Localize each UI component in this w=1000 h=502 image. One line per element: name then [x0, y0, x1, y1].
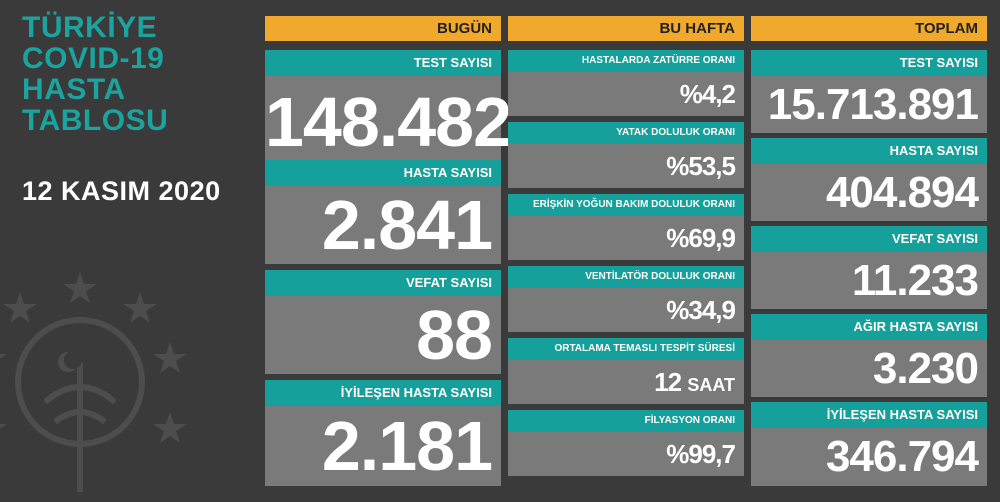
week-contact-card: ORTALAMA TEMASLI TESPİT SÜRESİ 12 SAAT	[508, 338, 744, 404]
week-ventilator-label: VENTİLATÖR DOLULUK ORANI	[508, 266, 744, 288]
total-critical-card: AĞIR HASTA SAYISI 3.230	[751, 314, 987, 397]
total-cases-value: 404.894	[825, 168, 979, 217]
today-cases-card: HASTA SAYISI 2.841	[265, 160, 501, 264]
total-deaths-value: 11.233	[851, 256, 979, 305]
total-critical-label: AĞIR HASTA SAYISI	[751, 314, 987, 340]
today-cases-value: 2.841	[321, 186, 493, 264]
today-header: BUGÜN	[265, 16, 501, 41]
page-title: TÜRKİYE COVID-19 HASTA TABLOSU	[22, 11, 169, 137]
total-test-label: TEST SAYISI	[751, 50, 987, 76]
total-test-card: TEST SAYISI 15.713.891	[751, 50, 987, 133]
total-deaths-card: VEFAT SAYISI 11.233	[751, 226, 987, 309]
today-test-label: TEST SAYISI	[265, 50, 501, 76]
total-recovered-value: 346.794	[825, 432, 979, 481]
week-contact-unit: SAAT	[687, 375, 735, 395]
week-bed-label: YATAK DOLULUK ORANI	[508, 122, 744, 144]
today-recovered-value: 2.181	[321, 407, 493, 485]
week-ventilator-value: %34,9	[666, 295, 736, 325]
total-test-value: 15.713.891	[767, 80, 979, 129]
week-pneumonia-value: %4,2	[679, 79, 736, 109]
week-filiation-label: FİLYASYON ORANI	[508, 410, 744, 432]
week-bed-card: YATAK DOLULUK ORANI %53,5	[508, 122, 744, 188]
total-recovered-label: İYİLEŞEN HASTA SAYISI	[751, 402, 987, 428]
week-pneumonia-card: HASTALARDA ZATÜRRE ORANI %4,2	[508, 50, 744, 116]
week-filiation-value: %99,7	[666, 439, 736, 469]
week-icu-label: ERİŞKİN YOĞUN BAKIM DOLULUK ORANI	[508, 194, 744, 216]
total-cases-card: HASTA SAYISI 404.894	[751, 138, 987, 221]
today-cases-label: HASTA SAYISI	[265, 160, 501, 186]
today-test-card: TEST SAYISI 148.482	[265, 50, 512, 168]
week-column: BU HAFTA HASTALARDA ZATÜRRE ORANI %4,2 Y…	[508, 16, 744, 486]
total-cases-label: HASTA SAYISI	[751, 138, 987, 164]
total-column: TOPLAM TEST SAYISI 15.713.891 HASTA SAYI…	[751, 16, 987, 486]
week-pneumonia-label: HASTALARDA ZATÜRRE ORANI	[508, 50, 744, 72]
today-test-value: 148.482	[265, 83, 512, 161]
week-icu-value: %69,9	[666, 223, 736, 253]
total-critical-value: 3.230	[872, 344, 979, 393]
week-contact-value-row: 12 SAAT	[508, 360, 744, 404]
ministry-emblem-icon	[0, 272, 187, 492]
week-filiation-card: FİLYASYON ORANI %99,7	[508, 410, 744, 476]
total-header: TOPLAM	[751, 16, 987, 41]
week-header: BU HAFTA	[508, 16, 744, 41]
today-recovered-label: İYİLEŞEN HASTA SAYISI	[265, 380, 501, 406]
week-contact-value: 12	[654, 367, 682, 397]
today-deaths-card: VEFAT SAYISI 88	[265, 270, 501, 374]
today-column: BUGÜN TEST SAYISI 148.482 HASTA SAYISI 2…	[265, 16, 512, 486]
today-deaths-value: 88	[416, 296, 493, 374]
report-date: 12 KASIM 2020	[22, 176, 221, 206]
total-recovered-card: İYİLEŞEN HASTA SAYISI 346.794	[751, 402, 987, 486]
week-contact-label: ORTALAMA TEMASLI TESPİT SÜRESİ	[508, 338, 744, 360]
today-deaths-label: VEFAT SAYISI	[265, 270, 501, 296]
today-recovered-card: İYİLEŞEN HASTA SAYISI 2.181	[265, 380, 501, 486]
week-ventilator-card: VENTİLATÖR DOLULUK ORANI %34,9	[508, 266, 744, 332]
total-deaths-label: VEFAT SAYISI	[751, 226, 987, 252]
week-icu-card: ERİŞKİN YOĞUN BAKIM DOLULUK ORANI %69,9	[508, 194, 744, 260]
week-bed-value: %53,5	[666, 151, 736, 181]
